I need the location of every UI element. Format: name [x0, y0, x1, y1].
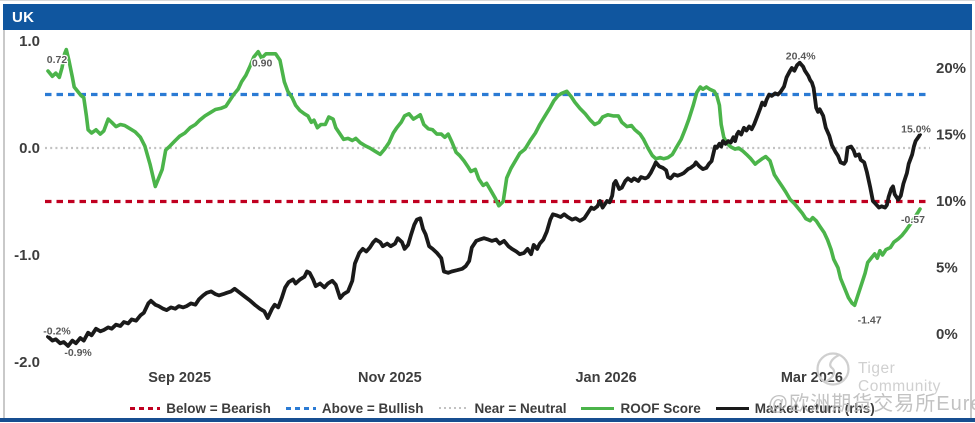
legend-item-market-return: Market return (rhs) — [715, 400, 875, 416]
data-label: -1.47 — [858, 314, 882, 326]
data-label: 20.4% — [786, 51, 816, 63]
y-axis-tick-left: 0.0 — [19, 140, 40, 157]
y-axis-tick-right: 0% — [936, 326, 958, 343]
y-axis-tick-right: 15% — [936, 127, 966, 144]
y-axis-tick-right: 10% — [936, 193, 966, 210]
chart-title: UK — [12, 8, 35, 26]
y-axis-tick-left: -1.0 — [14, 247, 40, 264]
legend-line-sample — [715, 406, 749, 410]
y-axis-tick-right: 5% — [936, 260, 958, 277]
y-axis-tick-right: 20% — [936, 60, 966, 77]
chart-title-bar: UK — [3, 4, 972, 30]
chart-legend: Below = Bearish Above = Bullish Near = Neu… — [0, 398, 975, 418]
data-label: -0.9% — [64, 347, 92, 359]
data-label: 0.90 — [252, 58, 273, 70]
x-axis-tick: Jan 2026 — [575, 370, 636, 386]
legend-line-sample — [438, 406, 469, 410]
legend-label: Above = Bullish — [321, 400, 424, 416]
legend-line-sample — [285, 406, 316, 410]
x-axis-tick: Sep 2025 — [148, 370, 211, 386]
legend-line-sample — [130, 406, 161, 410]
data-label: -0.2% — [43, 326, 71, 338]
legend-label: Below = Bearish — [166, 400, 271, 416]
legend-item-bearish: Below = Bearish — [130, 401, 271, 416]
figure-bottom-rule — [0, 418, 975, 422]
legend-item-roof-score: ROOF Score — [581, 400, 701, 416]
legend-label: ROOF Score — [620, 400, 701, 416]
data-label: 0.72 — [47, 54, 68, 66]
data-label: -0.57 — [901, 214, 925, 226]
y-axis-tick-left: -2.0 — [14, 354, 40, 371]
x-axis-tick: Mar 2026 — [781, 370, 843, 386]
legend-item-bullish: Above = Bullish — [285, 400, 424, 416]
legend-item-neutral: Near = Neutral — [438, 400, 567, 416]
x-axis-tick: Nov 2025 — [358, 370, 422, 386]
legend-label: Market return (rhs) — [754, 400, 875, 416]
series-market-return — [46, 60, 922, 348]
series-roof-score — [46, 47, 922, 308]
y-axis-tick-left: 1.0 — [19, 33, 40, 50]
legend-line-sample — [581, 406, 615, 410]
data-label: 15.0% — [901, 124, 931, 136]
legend-label: Near = Neutral — [474, 400, 567, 416]
